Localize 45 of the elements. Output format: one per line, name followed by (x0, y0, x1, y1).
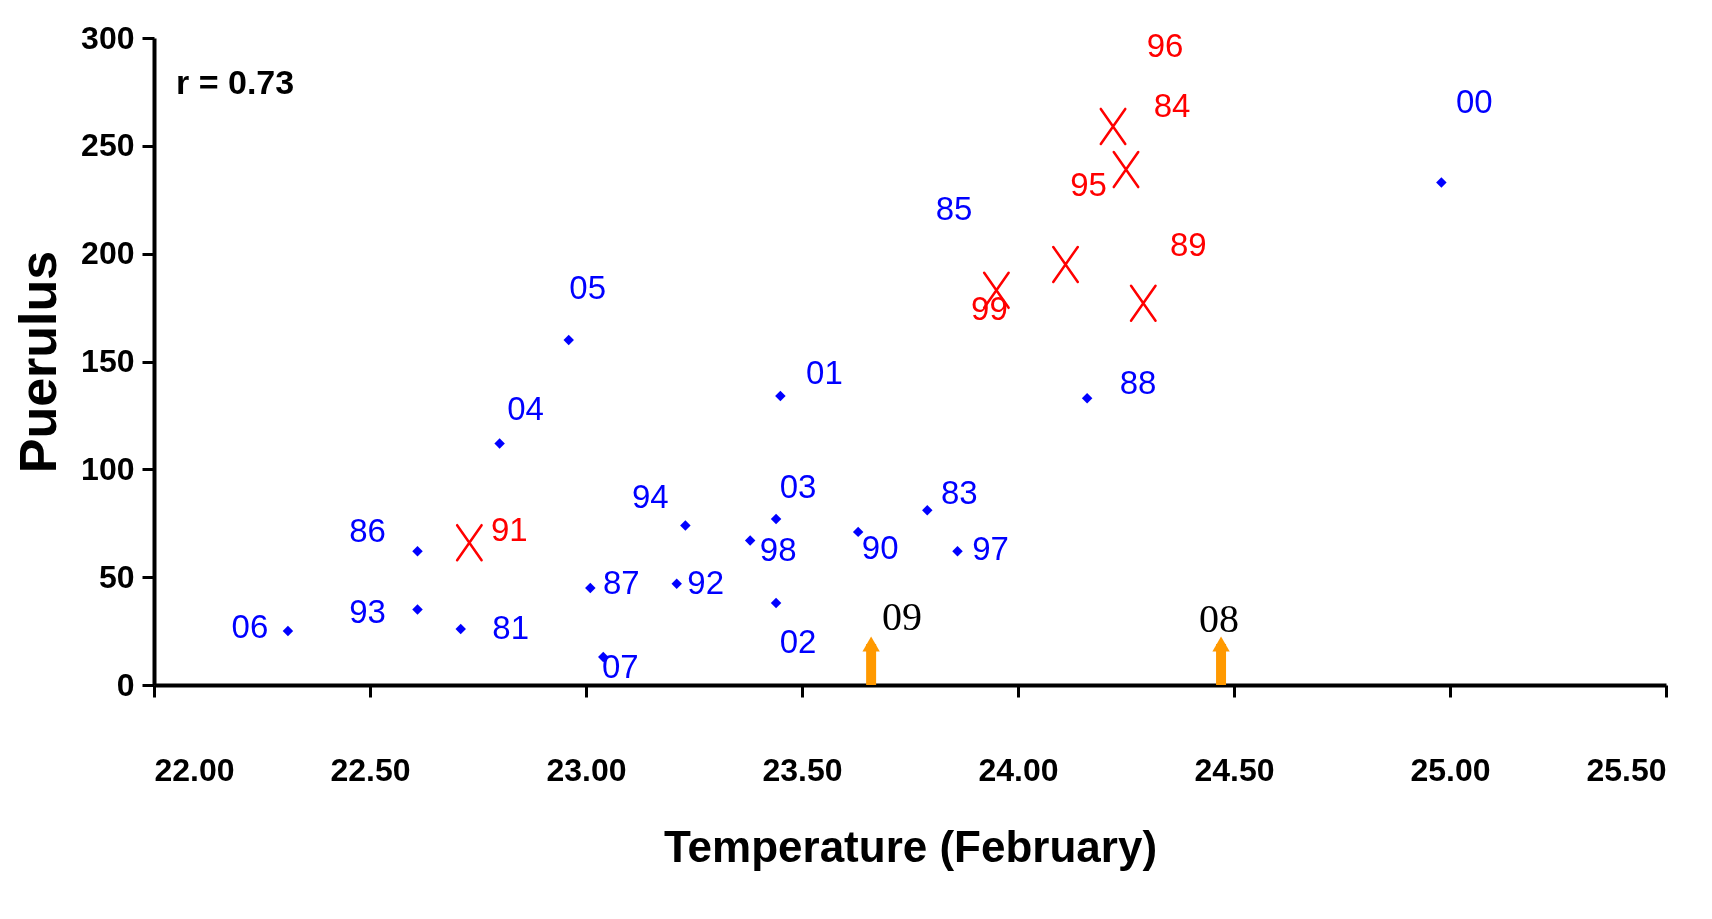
annotation: 86 (349, 512, 386, 550)
y-tick-label: 150 (81, 343, 135, 379)
x-tick-label: 25.00 (1410, 751, 1491, 788)
annotation: 95 (1070, 166, 1107, 204)
annotation: 05 (569, 268, 607, 306)
annotation: 89 (1169, 226, 1207, 264)
x-tick-label: 22.00 (154, 751, 235, 788)
annotation: 94 (632, 478, 669, 516)
x-tick-label: 24.00 (978, 751, 1059, 788)
annotation: 90 (861, 528, 899, 566)
annotation: 08 (1199, 596, 1240, 642)
y-axis-title: Puerulus (9, 250, 68, 474)
annotation: 83 (940, 474, 978, 512)
y-tick-label: 300 (81, 19, 135, 56)
annotation: 98 (759, 530, 797, 568)
annotation: 87 (602, 563, 640, 601)
x-tick-label: 25.50 (1586, 751, 1667, 788)
x-tick-label: 23.50 (762, 751, 843, 788)
annotation: 06 (231, 608, 269, 646)
y-tick-label: 200 (81, 235, 135, 272)
annotation: 91 (491, 510, 528, 548)
annotation: 09 (882, 594, 923, 640)
y-tick-label: 50 (98, 558, 135, 595)
annotation: r = 0.73 (176, 63, 295, 101)
annotation: 88 (1119, 364, 1157, 402)
annotation: 81 (492, 608, 530, 646)
annotation: 97 (972, 530, 1009, 568)
annotation: 01 (806, 354, 843, 392)
x-tick-label: 24.50 (1194, 751, 1275, 788)
x-tick-label: 23.00 (546, 751, 627, 788)
y-tick-label: 100 (81, 450, 135, 487)
x-axis-title: Temperature (February) (663, 821, 1158, 871)
annotation: 96 (1146, 27, 1184, 65)
y-tick-label: 250 (81, 127, 135, 164)
annotation: 85 (935, 190, 973, 227)
x-tick-label: 22.50 (330, 751, 411, 788)
annotation: 04 (507, 390, 544, 428)
annotation: 03 (779, 467, 817, 505)
annotation: 84 (1153, 86, 1191, 124)
annotation: 93 (349, 592, 386, 630)
annotation: 02 (779, 623, 817, 661)
annotation: 07 (601, 647, 639, 685)
y-tick-label: 0 (116, 666, 135, 703)
annotation: 00 (1456, 83, 1493, 121)
annotation: 92 (687, 563, 725, 601)
